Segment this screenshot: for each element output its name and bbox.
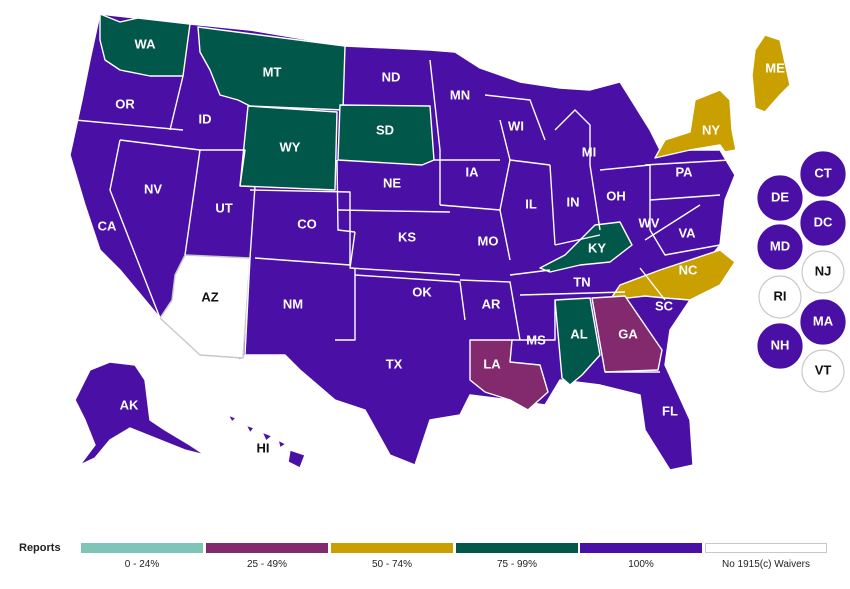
label-me: ME	[765, 60, 785, 75]
circle-md	[757, 224, 803, 270]
label-nv: NV	[144, 181, 162, 196]
legend-swatch	[331, 543, 453, 553]
legend-swatch	[705, 543, 827, 553]
label-ms: MS	[526, 332, 546, 347]
legend-item-no-waivers: No 1915(c) Waivers	[705, 543, 827, 570]
legend-label: 100%	[628, 559, 654, 570]
legend-label: 0 - 24%	[124, 559, 160, 570]
label-la: LA	[483, 356, 501, 371]
label-ca: CA	[98, 218, 117, 233]
label-mn: MN	[450, 87, 470, 102]
label-al: AL	[570, 326, 587, 341]
state-ak	[74, 361, 206, 466]
label-nd: ND	[382, 69, 401, 84]
label-mt: MT	[263, 64, 282, 79]
label-vt: VT	[815, 362, 832, 377]
legend-swatch	[81, 543, 203, 553]
state-borders	[74, 59, 731, 373]
circle-ct	[800, 151, 846, 197]
circle-ma	[800, 299, 846, 345]
state-hi	[227, 414, 306, 469]
state-al	[554, 297, 601, 386]
circle-nh	[757, 323, 803, 369]
legend-item-50-74: 50 - 74%	[331, 543, 453, 570]
label-ne: NE	[383, 175, 401, 190]
label-mo: MO	[478, 233, 499, 248]
state-ky	[539, 221, 633, 273]
label-wv: WV	[639, 215, 660, 230]
legend-swatch	[206, 543, 328, 553]
label-in: IN	[567, 194, 580, 209]
label-ar: AR	[482, 296, 501, 311]
label-co: CO	[297, 216, 317, 231]
label-tn: TN	[573, 274, 590, 289]
label-ga: GA	[618, 326, 638, 341]
label-oh: OH	[606, 188, 626, 203]
circle-dc	[800, 200, 846, 246]
label-dc: DC	[814, 214, 833, 229]
state-wa	[99, 13, 191, 77]
label-ky: KY	[588, 240, 606, 255]
state-ny	[654, 89, 737, 159]
label-hi: HI	[257, 440, 270, 455]
legend-title: Reports	[19, 542, 61, 554]
legend-label: 50 - 74%	[371, 559, 413, 570]
legend-item-75-99: 75 - 99%	[456, 543, 578, 570]
legend-label: 75 - 99%	[496, 559, 538, 570]
label-wa: WA	[135, 36, 157, 51]
legend-swatch	[456, 543, 578, 553]
label-tx: TX	[386, 356, 403, 371]
label-nh: NH	[771, 337, 790, 352]
label-pa: PA	[675, 164, 693, 179]
label-wy: WY	[280, 139, 301, 154]
state-labels: WA OR CA NV ID MT WY UT AZ CO NM ND SD N…	[98, 36, 834, 455]
label-mi: MI	[582, 144, 596, 159]
state-la	[469, 339, 549, 411]
label-az: AZ	[201, 289, 218, 304]
label-wi: WI	[508, 118, 524, 133]
state-me	[751, 34, 791, 113]
legend-label: 25 - 49%	[246, 559, 288, 570]
state-ga	[591, 295, 663, 373]
label-ks: KS	[398, 229, 416, 244]
label-sd: SD	[376, 122, 394, 137]
legend-swatch	[580, 543, 702, 553]
map-legend: Reports 0 - 24% 25 - 49% 50 - 74% 75 - 9…	[0, 536, 850, 576]
state-mt	[197, 26, 346, 111]
state-sd	[337, 104, 435, 166]
state-wy	[239, 105, 338, 191]
label-nc: NC	[679, 262, 698, 277]
circle-nj	[801, 250, 845, 294]
us-states-map: WA OR CA NV ID MT WY UT AZ CO NM ND SD N…	[69, 13, 846, 471]
label-md: MD	[770, 238, 790, 253]
circle-vt	[801, 349, 845, 393]
label-ak: AK	[120, 397, 139, 412]
label-id: ID	[199, 111, 212, 126]
label-nm: NM	[283, 296, 303, 311]
label-de: DE	[771, 189, 789, 204]
label-ny: NY	[702, 122, 720, 137]
circle-de	[757, 175, 803, 221]
label-ia: IA	[466, 164, 480, 179]
label-fl: FL	[662, 403, 678, 418]
legend-item-25-49: 25 - 49%	[206, 543, 328, 570]
label-or: OR	[115, 96, 135, 111]
label-ut: UT	[215, 200, 232, 215]
label-ma: MA	[813, 313, 834, 328]
legend-item-0-24: 0 - 24%	[81, 543, 203, 570]
label-ct: CT	[814, 165, 831, 180]
label-nj: NJ	[815, 263, 832, 278]
label-il: IL	[525, 196, 537, 211]
label-va: VA	[678, 225, 696, 240]
label-sc: SC	[655, 298, 674, 313]
state-nc	[609, 249, 736, 301]
legend-item-100: 100%	[580, 543, 702, 570]
legend-label: No 1915(c) Waivers	[722, 559, 810, 570]
circle-ri	[758, 275, 802, 319]
label-ri: RI	[774, 288, 787, 303]
label-ok: OK	[412, 284, 432, 299]
